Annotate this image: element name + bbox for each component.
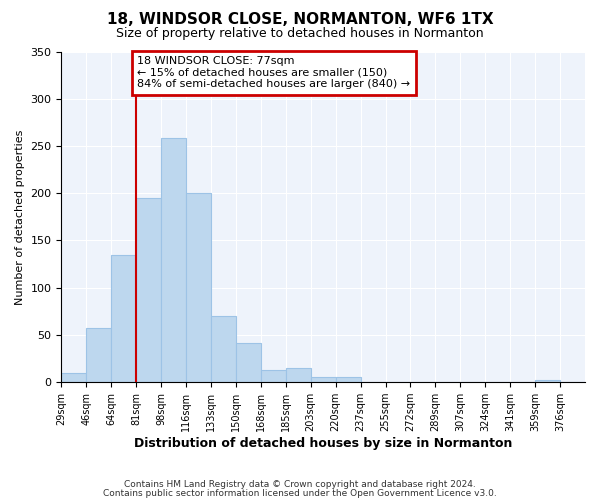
X-axis label: Distribution of detached houses by size in Normanton: Distribution of detached houses by size …	[134, 437, 512, 450]
Bar	[86, 328, 111, 382]
Bar	[161, 138, 186, 382]
Bar	[311, 376, 335, 382]
Bar	[236, 344, 261, 382]
Bar	[136, 198, 161, 382]
Bar	[335, 378, 361, 382]
Text: Contains HM Land Registry data © Crown copyright and database right 2024.: Contains HM Land Registry data © Crown c…	[124, 480, 476, 489]
Text: 18 WINDSOR CLOSE: 77sqm
← 15% of detached houses are smaller (150)
84% of semi-d: 18 WINDSOR CLOSE: 77sqm ← 15% of detache…	[137, 56, 410, 90]
Bar	[535, 380, 560, 382]
Y-axis label: Number of detached properties: Number of detached properties	[15, 129, 25, 304]
Bar	[211, 316, 236, 382]
Text: Contains public sector information licensed under the Open Government Licence v3: Contains public sector information licen…	[103, 489, 497, 498]
Bar	[111, 254, 136, 382]
Bar	[186, 193, 211, 382]
Bar	[61, 373, 86, 382]
Text: 18, WINDSOR CLOSE, NORMANTON, WF6 1TX: 18, WINDSOR CLOSE, NORMANTON, WF6 1TX	[107, 12, 493, 28]
Text: Size of property relative to detached houses in Normanton: Size of property relative to detached ho…	[116, 28, 484, 40]
Bar	[286, 368, 311, 382]
Bar	[261, 370, 286, 382]
